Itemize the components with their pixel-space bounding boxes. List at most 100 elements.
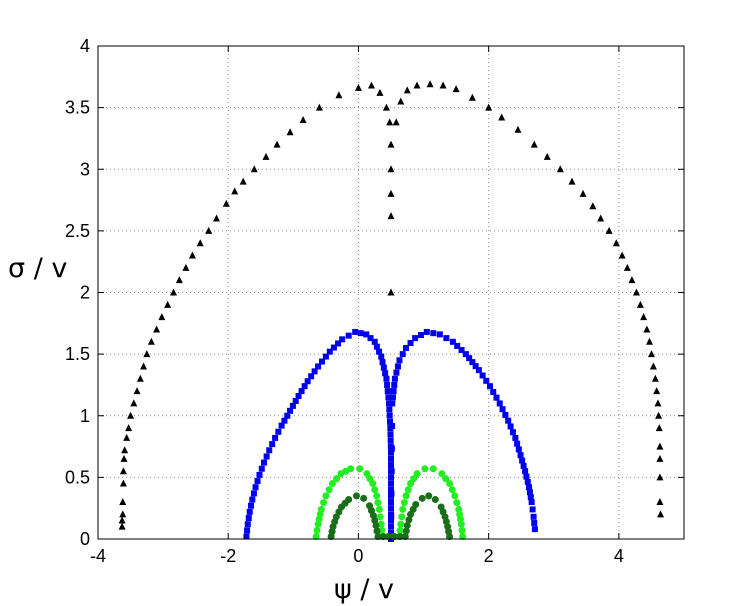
data-point — [643, 325, 651, 333]
y-tick-label: 3 — [80, 159, 90, 179]
data-point — [367, 335, 374, 342]
data-point — [222, 199, 230, 207]
data-point — [528, 499, 535, 506]
data-point — [390, 533, 398, 541]
data-point — [371, 338, 378, 345]
data-point — [320, 499, 328, 507]
data-point — [318, 358, 325, 365]
data-point — [119, 467, 127, 475]
data-point — [388, 486, 394, 493]
data-point — [479, 372, 486, 379]
data-point — [256, 471, 263, 478]
data-point — [373, 492, 381, 500]
data-point — [531, 526, 538, 533]
data-point — [390, 388, 397, 395]
data-point — [387, 431, 394, 438]
data-point — [387, 288, 395, 296]
data-point — [246, 508, 253, 515]
data-point — [412, 500, 420, 508]
data-point — [656, 442, 664, 450]
data-point — [382, 370, 389, 377]
data-point — [213, 214, 221, 222]
data-point — [394, 363, 401, 370]
data-point — [418, 494, 426, 502]
x-tick-label: 0 — [353, 546, 363, 566]
data-point — [452, 85, 460, 93]
data-point — [136, 374, 144, 382]
data-point — [363, 331, 370, 338]
data-point — [386, 118, 394, 126]
data-point — [387, 212, 395, 220]
data-point — [623, 263, 631, 271]
data-point — [517, 452, 524, 459]
data-point — [389, 423, 396, 430]
data-point — [385, 394, 392, 401]
data-point — [140, 362, 148, 370]
data-point — [523, 473, 530, 480]
data-point — [384, 388, 391, 395]
data-point — [396, 357, 403, 364]
data-point — [505, 417, 512, 424]
data-point — [543, 152, 551, 160]
data-point — [325, 486, 333, 494]
data-point — [188, 251, 196, 259]
data-point — [632, 288, 640, 296]
data-point — [458, 347, 465, 354]
data-point — [425, 492, 433, 500]
data-point — [388, 445, 395, 452]
data-point — [158, 313, 166, 321]
data-point — [119, 510, 127, 518]
data-point — [514, 125, 522, 133]
data-point — [388, 474, 394, 481]
data-point — [459, 533, 467, 541]
data-point — [379, 533, 387, 541]
data-point — [387, 418, 394, 425]
data-point — [273, 140, 281, 148]
y-tick-label: 0.5 — [65, 467, 90, 487]
data-point — [147, 337, 155, 345]
y-tick-label: 4 — [80, 36, 90, 56]
series-3 — [327, 492, 454, 541]
data-point — [413, 81, 421, 89]
data-point — [657, 510, 665, 518]
data-point — [396, 526, 404, 534]
data-point — [345, 496, 353, 504]
data-point — [322, 492, 330, 500]
data-point — [244, 527, 251, 534]
data-point — [286, 128, 294, 136]
data-point — [655, 424, 663, 432]
data-point — [352, 492, 360, 500]
data-point — [515, 446, 522, 453]
data-point — [170, 288, 178, 296]
data-point — [496, 400, 503, 407]
data-point — [454, 342, 461, 349]
data-point — [388, 505, 394, 512]
data-point — [391, 381, 398, 388]
data-point — [388, 513, 395, 520]
data-point — [396, 533, 404, 541]
data-point — [376, 88, 384, 96]
data-point — [354, 83, 362, 91]
data-point — [436, 331, 443, 338]
data-point — [205, 226, 213, 234]
data-point — [269, 441, 276, 448]
data-point — [330, 344, 337, 351]
data-point — [388, 499, 394, 506]
data-point — [120, 454, 128, 462]
data-point — [417, 332, 424, 339]
data-point — [376, 513, 384, 521]
data-point — [388, 529, 394, 536]
data-point — [656, 473, 664, 481]
data-point — [431, 496, 439, 504]
data-point — [529, 506, 536, 513]
data-point — [356, 465, 364, 473]
data-point — [387, 189, 395, 197]
data-point — [298, 388, 305, 395]
y-tick-label: 3.5 — [65, 98, 90, 118]
data-point — [301, 383, 308, 390]
data-point — [388, 468, 395, 475]
data-point — [175, 276, 183, 284]
data-point — [530, 140, 538, 148]
data-point — [526, 484, 533, 491]
data-point — [360, 494, 368, 502]
